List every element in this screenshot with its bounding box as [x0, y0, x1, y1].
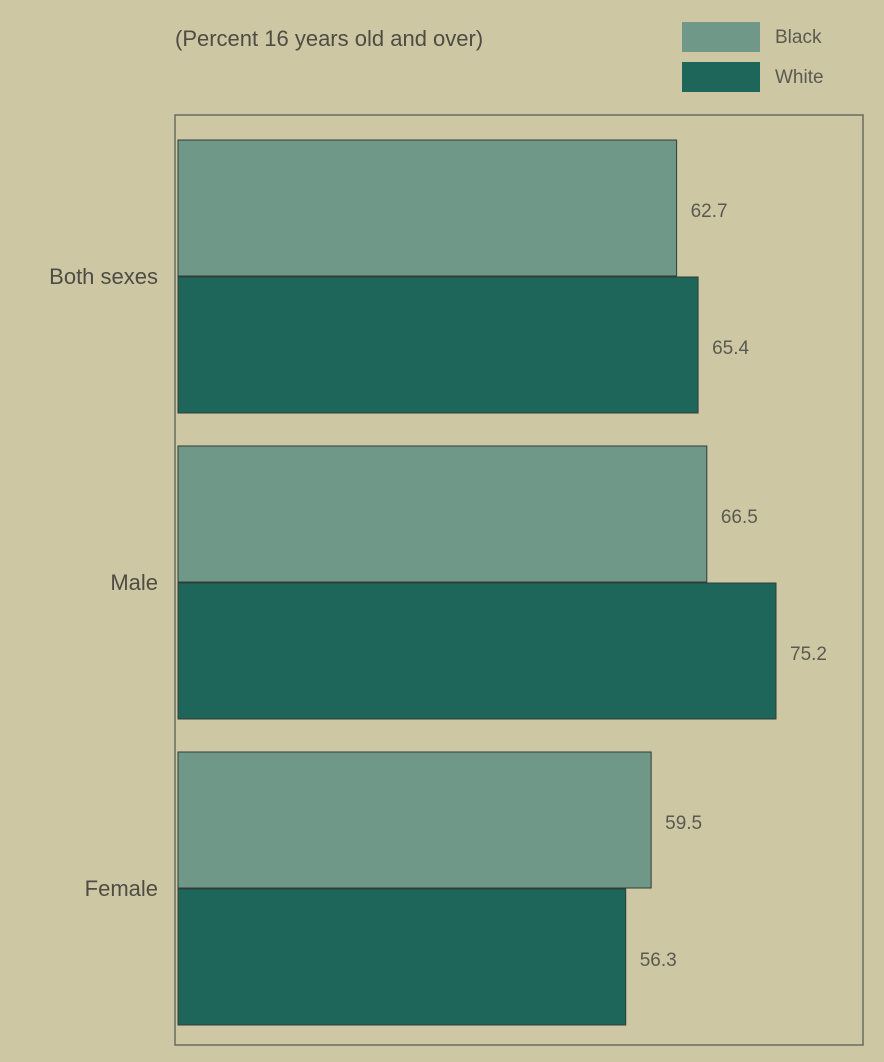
y-tick-label: Both sexes	[49, 264, 158, 289]
value-label: 59.5	[665, 813, 702, 834]
y-tick-label: Female	[85, 876, 158, 901]
value-label: 66.5	[721, 507, 758, 528]
bar	[177, 582, 777, 720]
bar	[177, 751, 652, 889]
legend-label: Black	[775, 27, 822, 48]
legend-swatch	[682, 22, 760, 52]
plot-frame	[174, 114, 864, 1046]
bar	[177, 888, 627, 1026]
value-label: 62.7	[691, 201, 728, 222]
value-label: 56.3	[640, 950, 677, 971]
chart-subtitle: (Percent 16 years old and over)	[175, 26, 483, 51]
value-label: 75.2	[790, 644, 827, 665]
y-tick-label: Male	[110, 570, 158, 595]
legend-label: White	[775, 67, 824, 88]
legend-swatch	[682, 62, 760, 92]
value-label: 65.4	[712, 338, 749, 359]
bar	[177, 139, 678, 277]
bar	[177, 445, 708, 583]
bar	[177, 276, 699, 414]
